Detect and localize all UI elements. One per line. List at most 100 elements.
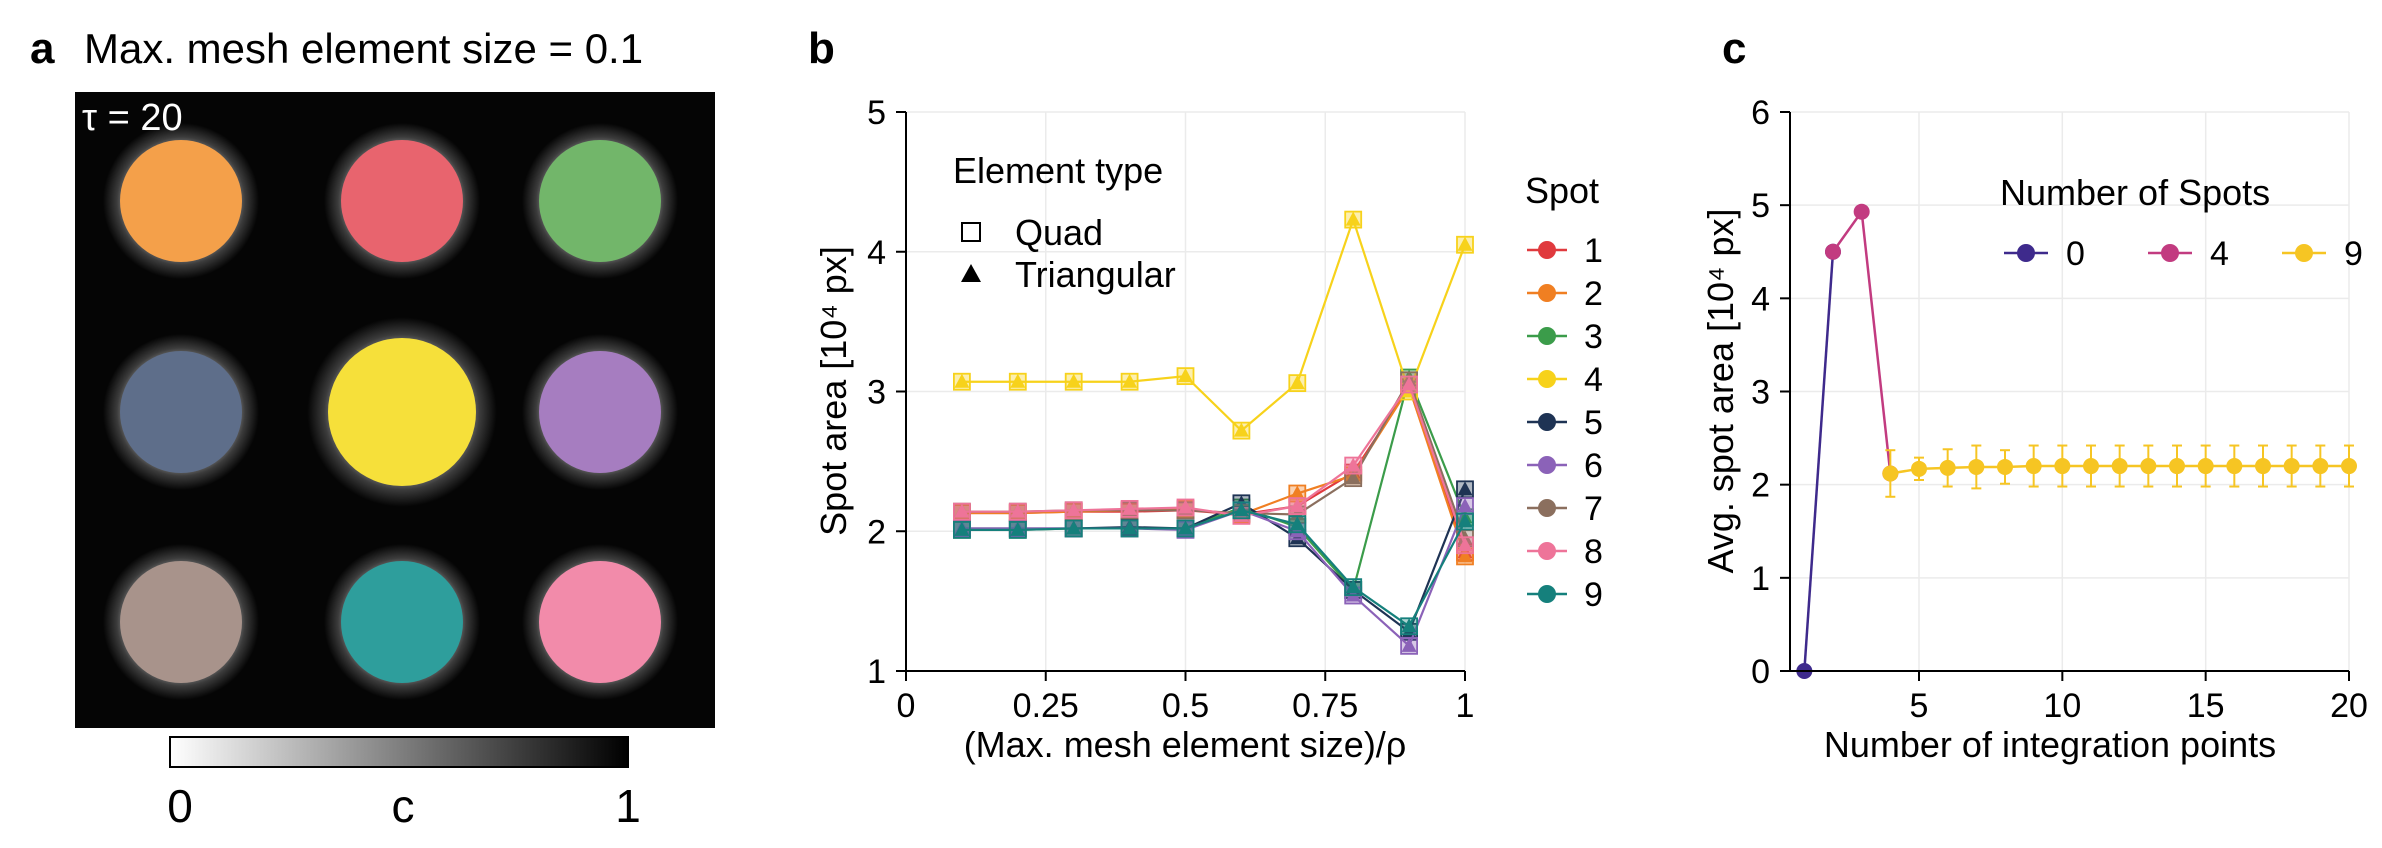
chart-b-series-4	[953, 210, 1474, 440]
spot-legend-label: 5	[1584, 404, 1603, 442]
spot-legend-marker	[1538, 413, 1556, 431]
chart-b-tri-point	[1345, 579, 1361, 594]
chart-c-point	[2341, 458, 2357, 475]
chart-c-line-4	[1831, 208, 1892, 474]
chart-b-tri-point	[1457, 481, 1473, 496]
chart-b-y-tick-label: 5	[867, 94, 886, 132]
colorbar-min-label: 0	[167, 780, 193, 832]
chart-c-y-tick-label: 2	[1751, 467, 1770, 505]
chart-b-line-8	[961, 382, 1467, 546]
chart-b-y-tick-label: 1	[867, 653, 886, 691]
chart-b-tri-point	[1457, 537, 1473, 552]
chart-b-tri-point	[1345, 470, 1361, 485]
chart-b-tri-point	[1345, 457, 1361, 472]
chart-c-point	[2054, 458, 2071, 475]
spot-legend-label: 6	[1584, 447, 1603, 485]
spot-legend-marker	[1538, 370, 1556, 388]
chart-b-tri-point	[1122, 500, 1138, 515]
spot-legend-marker	[1538, 542, 1556, 560]
spots-count-legend-label: 9	[2344, 235, 2363, 273]
chart-c-y-tick-label: 6	[1751, 94, 1770, 132]
spot-3	[539, 140, 661, 262]
colorbar-max-label: 1	[615, 780, 641, 832]
panel-b: b 0 0.25 0.5 0.75 1 1 2 3 4 5 (Max. mesh element …	[808, 24, 1603, 765]
spots-count-legend-marker	[2161, 244, 2179, 262]
chart-c-point	[1825, 243, 1841, 260]
legend-quad-label: Quad	[1015, 212, 1103, 253]
chart-b-xlabel: (Max. mesh element size)/ρ	[964, 724, 1407, 765]
chart-c-x-tick-label: 10	[2043, 687, 2081, 725]
chart-b-y-tick-label: 4	[867, 234, 886, 272]
chart-c-series-4	[1825, 203, 1899, 482]
chart-c-point	[1882, 465, 1899, 482]
spot-2	[341, 140, 463, 262]
chart-c-point	[1853, 203, 1870, 220]
chart-c-point	[1911, 460, 1927, 477]
chart-c-x-tick-label: 20	[2330, 687, 2368, 725]
spot-legend-label: 1	[1584, 232, 1603, 270]
chart-c-y-tick-label: 0	[1751, 653, 1770, 691]
spot-legend-label: 2	[1584, 275, 1603, 313]
triangle-marker-icon	[961, 264, 981, 282]
chart-b-tri-point	[1289, 485, 1305, 500]
spot-legend-marker	[1538, 585, 1556, 603]
chart-b-grid	[905, 111, 1466, 672]
chart-b-y-tick-label: 3	[867, 374, 886, 412]
spot-legend-marker	[1538, 456, 1556, 474]
chart-c-point	[2169, 458, 2185, 475]
chart-b-tri-point	[1233, 422, 1249, 437]
chart-b-tri-point	[954, 373, 970, 388]
panel-c: c 5 10 15 20 0 1 2 3 4 5 6 Number of integration p…	[1700, 24, 2368, 765]
chart-c-point	[2025, 458, 2042, 475]
chart-c-point	[2255, 458, 2271, 475]
colorbar-mid-label: c	[392, 780, 415, 832]
chart-b-series	[953, 210, 1474, 655]
spot-legend-marker	[1538, 327, 1556, 345]
panel-b-letter: b	[808, 24, 835, 73]
chart-b-tri-point	[1066, 373, 1082, 388]
chart-b-tri-point	[1122, 373, 1138, 388]
chart-b-tri-point	[1178, 368, 1193, 383]
chart-b-tri-point	[1457, 513, 1473, 528]
chart-c-series-0	[1796, 243, 1841, 679]
spot-4	[120, 351, 242, 473]
chart-b-tri-point	[1345, 211, 1361, 226]
spot-7	[120, 561, 242, 683]
spot-legend-marker	[1538, 241, 1556, 259]
spot-legend-label: 3	[1584, 318, 1603, 356]
chart-c-point	[2312, 458, 2329, 475]
spot-legend-label: 9	[1584, 576, 1603, 614]
chart-b-tri-point	[1457, 236, 1473, 251]
chart-b-y-tick-label: 2	[867, 513, 886, 551]
chart-b-x-tick-label: 0.75	[1292, 687, 1358, 725]
chart-b-ticks: 0 0.25 0.5 0.75 1 1 2 3 4 5	[867, 94, 1474, 725]
chart-b-tri-point	[1401, 618, 1417, 633]
legend-triangular-label: Triangular	[1015, 254, 1176, 295]
chart-b-tri-point	[1066, 520, 1082, 535]
chart-b-tri-point	[954, 503, 970, 518]
spots-count-legend-marker	[2295, 244, 2313, 262]
chart-b-tri-point	[954, 521, 970, 536]
chart-c-x-tick-label: 15	[2187, 687, 2225, 725]
chart-b-tri-point	[1289, 375, 1305, 390]
spot-legend-marker	[1538, 284, 1556, 302]
chart-b-tri-point	[1122, 520, 1138, 535]
chart-c-ticks: 5 10 15 20 0 1 2 3 4 5 6	[1751, 94, 2368, 725]
panel-a: a Max. mesh element size = 0.1 τ = 20 0 …	[30, 24, 715, 832]
spot-legend: 1 2 3 4 5 6 7 8 9	[1527, 232, 1603, 614]
chart-b-tri-point	[1457, 548, 1473, 563]
chart-b-tri-point	[1289, 516, 1305, 531]
chart-c-x-tick-label: 5	[1910, 687, 1929, 725]
chart-b-tri-point	[1178, 520, 1193, 535]
tau-label: τ = 20	[82, 97, 183, 139]
spot-8	[341, 561, 463, 683]
chart-c-point	[2226, 458, 2243, 475]
chart-b-ylabel: Spot area [10⁴ px]	[813, 246, 854, 536]
panel-c-letter: c	[1722, 24, 1746, 73]
spots-count-legend-label: 0	[2066, 235, 2085, 273]
chart-b-line-3	[961, 374, 1467, 593]
chart-c-point	[2083, 458, 2099, 475]
spots-count-legend-marker	[2017, 244, 2035, 262]
chart-b-tri-point	[1010, 503, 1026, 518]
chart-b-x-tick-label: 0.25	[1013, 687, 1079, 725]
